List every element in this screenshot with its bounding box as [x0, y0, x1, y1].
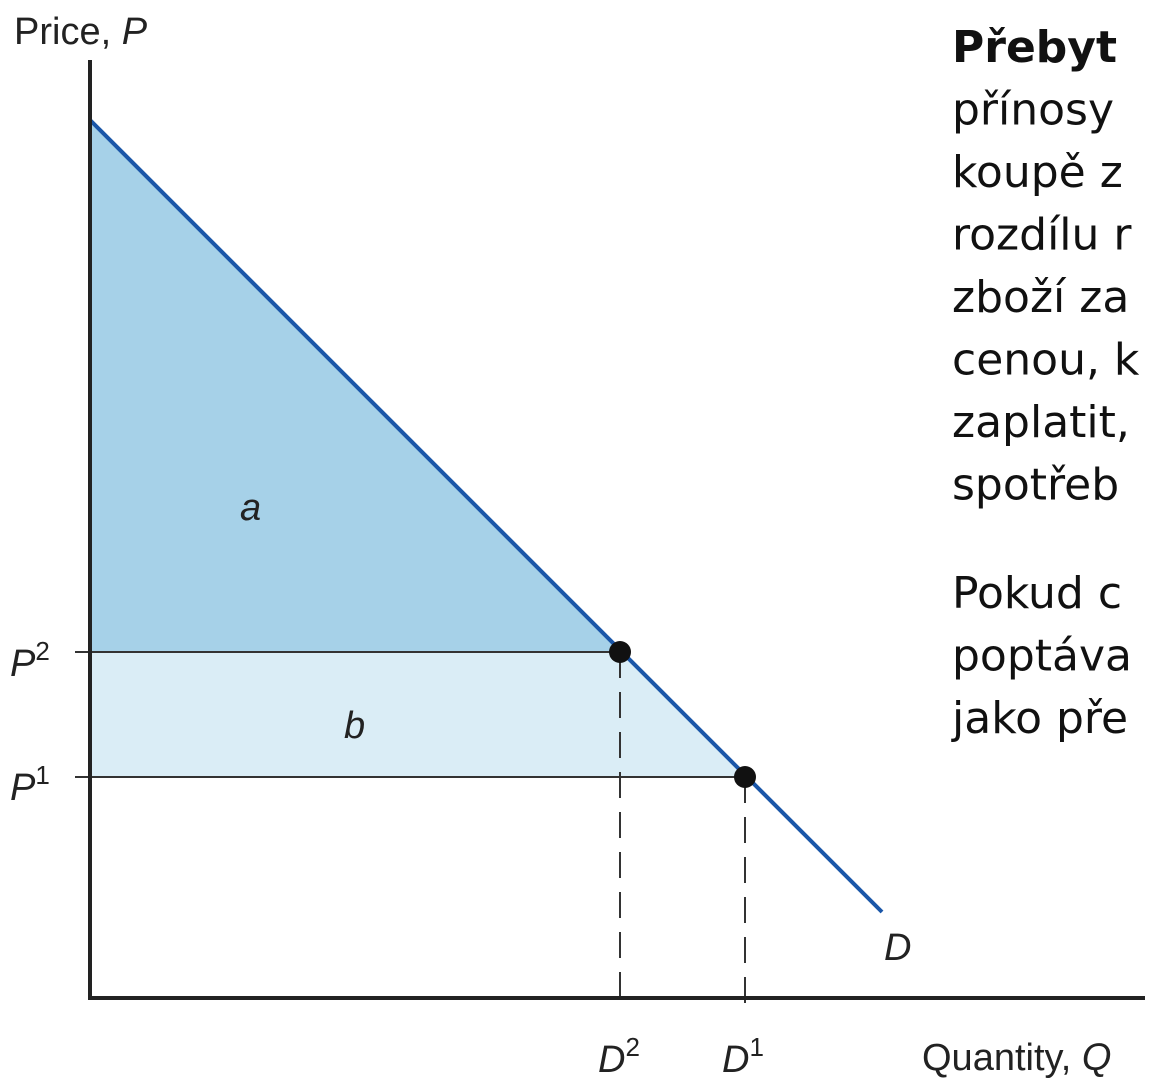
- region-label: b: [344, 705, 365, 747]
- curve-label: D: [884, 927, 911, 969]
- point: [609, 641, 631, 663]
- text-line: Pokud c: [952, 568, 1122, 619]
- text-line: zboží za: [952, 272, 1129, 323]
- price-label: P2: [10, 636, 50, 685]
- text-line: rozdílu r: [952, 210, 1132, 261]
- text-line: zaplatit,: [952, 397, 1130, 448]
- region-label: a: [240, 487, 261, 529]
- text-line: cenou, k: [952, 335, 1140, 386]
- quantity-label: D1: [722, 1032, 764, 1081]
- text-line: koupě z: [952, 147, 1123, 198]
- region-b: [90, 652, 745, 777]
- side-text: Přebyt přínosy koupě z rozdílu r zboží za cen…: [951, 22, 1140, 744]
- text-line: jako pře: [951, 693, 1128, 744]
- text-line: přínosy: [952, 85, 1114, 136]
- text-line: poptáva: [952, 631, 1132, 682]
- quantity-label: D2: [598, 1032, 640, 1081]
- text-line: spotřeb: [952, 460, 1119, 511]
- price-label: P1: [10, 760, 50, 809]
- x-axis-label: Quantity, Q: [922, 1037, 1111, 1079]
- text-line: Přebyt: [952, 22, 1117, 73]
- point: [734, 766, 756, 788]
- y-axis-label: Price, P: [14, 11, 148, 53]
